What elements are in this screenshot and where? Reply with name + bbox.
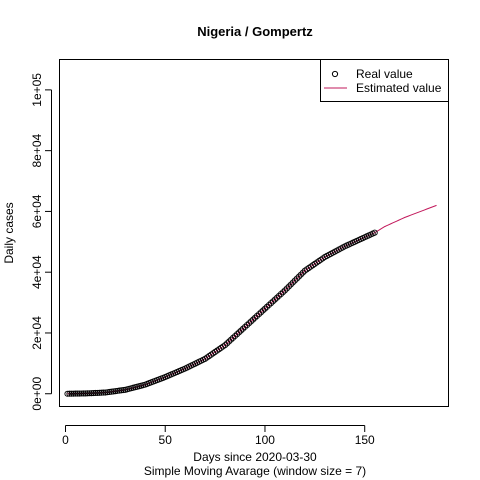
- data-point-real: [279, 289, 286, 296]
- chart-title: Nigeria / Gompertz: [197, 24, 313, 39]
- data-point-real: [291, 277, 298, 284]
- plot-area: [59, 59, 449, 407]
- data-point-real: [269, 298, 277, 305]
- data-point-real: [74, 390, 81, 397]
- data-point-real: [118, 387, 125, 394]
- legend-marker-real: [331, 70, 339, 78]
- data-point-real: [84, 390, 91, 397]
- data-point-real: [255, 311, 263, 318]
- data-point-real: [68, 390, 75, 397]
- data-point-real: [116, 387, 123, 394]
- y-tick-label: 6e+04: [30, 194, 44, 228]
- data-point-real: [222, 342, 229, 349]
- data-point-real: [108, 388, 115, 395]
- y-axis-label: Daily cases: [2, 202, 16, 263]
- data-point-real: [267, 300, 275, 307]
- data-point-real: [78, 390, 85, 397]
- data-point-real: [283, 285, 290, 292]
- data-point-real: [371, 229, 378, 236]
- y-axis: 0e+00 2e+04 4e+04 6e+04 8e+04 1e+05: [30, 73, 52, 411]
- legend-label-real: Real value: [356, 67, 413, 81]
- data-point-real: [88, 390, 95, 397]
- data-point-real: [273, 294, 280, 301]
- data-point-real: [253, 312, 261, 320]
- data-point-real: [289, 279, 296, 286]
- data-point-real: [263, 303, 271, 310]
- legend-label-estimated: Estimated value: [356, 81, 442, 95]
- x-tick-label: 100: [255, 433, 275, 447]
- data-point-real: [235, 329, 243, 336]
- data-point-real: [90, 390, 97, 397]
- data-point-real: [299, 269, 306, 276]
- legend: Real value Estimated value: [320, 59, 449, 102]
- data-point-real: [257, 309, 265, 316]
- data-point-real: [245, 320, 253, 327]
- data-point-real: [281, 287, 288, 294]
- data-point-real: [80, 390, 87, 397]
- data-point-real: [277, 291, 284, 298]
- data-point-real: [241, 323, 249, 330]
- data-point-real: [229, 334, 237, 341]
- data-point-real: [239, 325, 247, 332]
- data-point-real: [120, 387, 127, 394]
- data-point-real: [76, 390, 83, 397]
- data-point-real: [224, 340, 231, 347]
- data-point-real: [265, 301, 273, 309]
- data-point-real: [100, 389, 107, 396]
- data-point-real: [249, 316, 257, 323]
- data-point-real: [233, 331, 241, 338]
- data-point-real: [228, 336, 235, 343]
- data-point-real: [94, 389, 101, 396]
- x-axis: 0 50 100 150: [62, 425, 375, 447]
- data-point-real: [106, 388, 113, 396]
- data-point-real: [237, 327, 245, 334]
- data-point-real: [114, 387, 121, 394]
- x-tick-label: 0: [62, 433, 69, 447]
- data-point-real: [92, 389, 99, 397]
- x-tick-label: 150: [355, 433, 375, 447]
- data-point-real: [295, 273, 302, 280]
- data-point-real: [86, 390, 93, 397]
- y-tick-label: 1e+05: [30, 73, 44, 107]
- data-point-real: [70, 390, 77, 397]
- data-point-real: [285, 283, 292, 290]
- series-line-estimated: [67, 204, 437, 395]
- data-point-real: [271, 296, 279, 303]
- data-point-real: [226, 338, 233, 345]
- y-tick-label: 2e+04: [30, 316, 44, 350]
- data-point-real: [275, 292, 282, 299]
- data-point-real: [72, 390, 79, 397]
- data-point-real: [251, 314, 259, 321]
- data-point-real: [243, 322, 251, 329]
- data-point-real: [64, 390, 71, 397]
- series-layer: [64, 204, 437, 397]
- y-tick-label: 0e+00: [30, 377, 44, 411]
- y-tick-label: 8e+04: [30, 133, 44, 167]
- data-point-real: [293, 275, 300, 282]
- data-point-real: [102, 389, 109, 396]
- data-point-real: [104, 389, 111, 396]
- data-point-real: [287, 281, 294, 288]
- x-tick-label: 50: [159, 433, 173, 447]
- y-tick-label: 4e+04: [30, 255, 44, 289]
- data-point-real: [82, 390, 89, 397]
- x-axis-label: Days since 2020-03-30: [193, 450, 317, 464]
- data-point-real: [66, 390, 73, 397]
- data-point-real: [231, 332, 239, 340]
- legend-box: [320, 59, 449, 102]
- x-axis-sublabel: Simple Moving Avarage (window size = 7): [144, 464, 366, 478]
- data-point-real: [297, 271, 304, 278]
- data-point-real: [112, 388, 119, 395]
- data-point-real: [110, 388, 117, 395]
- data-point-real: [98, 389, 105, 396]
- data-point-real: [247, 318, 255, 325]
- data-point-real: [259, 307, 267, 314]
- data-point-real: [261, 305, 269, 312]
- data-point-real: [96, 389, 103, 396]
